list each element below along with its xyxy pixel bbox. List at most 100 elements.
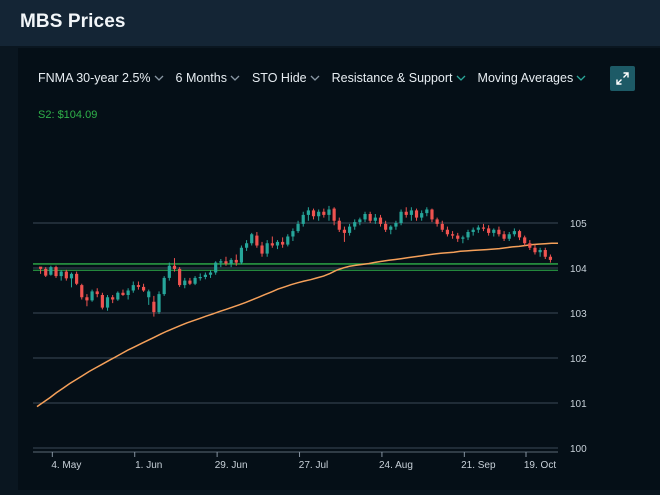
candle	[244, 240, 249, 251]
candle-body	[265, 243, 269, 254]
candle	[178, 267, 182, 287]
candle	[147, 289, 151, 305]
instrument-dropdown[interactable]: FNMA 30-year 2.5%	[38, 71, 164, 85]
candle	[404, 207, 408, 218]
candle-body	[456, 235, 460, 239]
y-tick-label: 102	[570, 354, 587, 365]
candle	[59, 270, 63, 281]
candle	[203, 272, 207, 280]
candle	[229, 258, 233, 268]
candle	[507, 232, 511, 241]
candle-body	[141, 286, 146, 291]
candle-body	[203, 274, 207, 277]
candle	[450, 231, 455, 239]
candle-body	[255, 235, 259, 246]
candle	[409, 207, 413, 221]
candle	[286, 234, 290, 247]
candle-body	[517, 231, 522, 238]
page-header: MBS Prices	[0, 0, 660, 46]
candle	[100, 292, 104, 310]
x-tick-label: 21. Sep	[461, 460, 496, 471]
candle-body	[162, 277, 166, 295]
candle-body	[69, 273, 74, 279]
moving-averages-dropdown[interactable]: Moving Averages	[478, 71, 587, 85]
candle	[136, 281, 141, 290]
chevron-down-icon	[230, 75, 240, 81]
candle	[224, 256, 228, 266]
support-level-label: S2: $104.09	[38, 109, 98, 121]
candle	[121, 289, 125, 296]
candle	[414, 208, 419, 221]
candle-body	[275, 241, 280, 246]
candle	[188, 277, 192, 286]
candle-body	[224, 261, 228, 264]
candle-body	[286, 236, 290, 245]
candle	[492, 228, 496, 237]
candle-body	[327, 209, 331, 215]
expand-arrows-icon	[616, 72, 629, 85]
candle	[461, 235, 465, 244]
candle-body	[188, 280, 192, 284]
candle	[435, 217, 439, 227]
candle	[111, 295, 115, 304]
candle-body	[476, 227, 480, 230]
candle-body	[116, 292, 120, 300]
candle	[543, 247, 547, 259]
candle	[105, 295, 110, 311]
x-tick-label: 24. Aug	[379, 460, 413, 471]
candle-body	[219, 261, 223, 263]
candle-body	[394, 223, 398, 227]
candle-body	[301, 214, 305, 224]
chevron-down-icon	[576, 75, 586, 81]
candle	[353, 219, 357, 230]
candle-body	[507, 234, 511, 239]
candle	[131, 281, 135, 293]
candle-body	[337, 220, 341, 230]
candle	[481, 223, 486, 232]
x-tick-label: 29. Jun	[215, 460, 248, 471]
candle	[219, 259, 223, 268]
candle	[270, 236, 274, 248]
candle	[373, 214, 377, 224]
candle	[85, 294, 89, 307]
candlestick-chart: 100 101 102 103 104 105 4. May 1. Jun 29. Jun 27…	[18, 48, 660, 490]
y-tick-label: 105	[570, 219, 587, 230]
candle	[296, 220, 300, 233]
sto-dropdown[interactable]: STO Hide	[252, 71, 320, 85]
candle-body	[332, 208, 336, 221]
candle-body	[425, 209, 429, 214]
candle	[126, 288, 130, 300]
candle-body	[353, 222, 357, 227]
candle-body	[317, 211, 321, 217]
candle-body	[523, 237, 527, 244]
candle-body	[239, 247, 244, 263]
resistance-support-dropdown[interactable]: Resistance & Support	[332, 71, 466, 85]
candle	[466, 229, 470, 241]
candle-body	[296, 223, 300, 232]
candle	[389, 225, 393, 235]
candle	[394, 220, 398, 230]
candle	[38, 266, 43, 274]
candle-body	[147, 291, 151, 298]
candle	[265, 240, 269, 257]
candle	[167, 262, 171, 281]
candle	[141, 283, 146, 292]
candle-body	[198, 277, 202, 279]
y-tick-label: 101	[570, 399, 587, 410]
period-dropdown[interactable]: 6 Months	[176, 71, 240, 85]
candle-body	[414, 210, 419, 218]
instrument-dropdown-label: FNMA 30-year 2.5%	[38, 71, 151, 85]
candle-body	[44, 268, 48, 276]
expand-button[interactable]	[610, 66, 635, 91]
candle	[281, 237, 285, 248]
candle	[214, 261, 218, 275]
candle-body	[487, 228, 491, 233]
candle	[250, 232, 254, 246]
candle	[337, 217, 341, 232]
candle	[317, 209, 321, 221]
candle	[533, 244, 537, 255]
candle	[116, 291, 120, 301]
candle-body	[497, 229, 501, 235]
resistance-support-label: Resistance & Support	[331, 71, 453, 85]
candle	[440, 220, 444, 232]
